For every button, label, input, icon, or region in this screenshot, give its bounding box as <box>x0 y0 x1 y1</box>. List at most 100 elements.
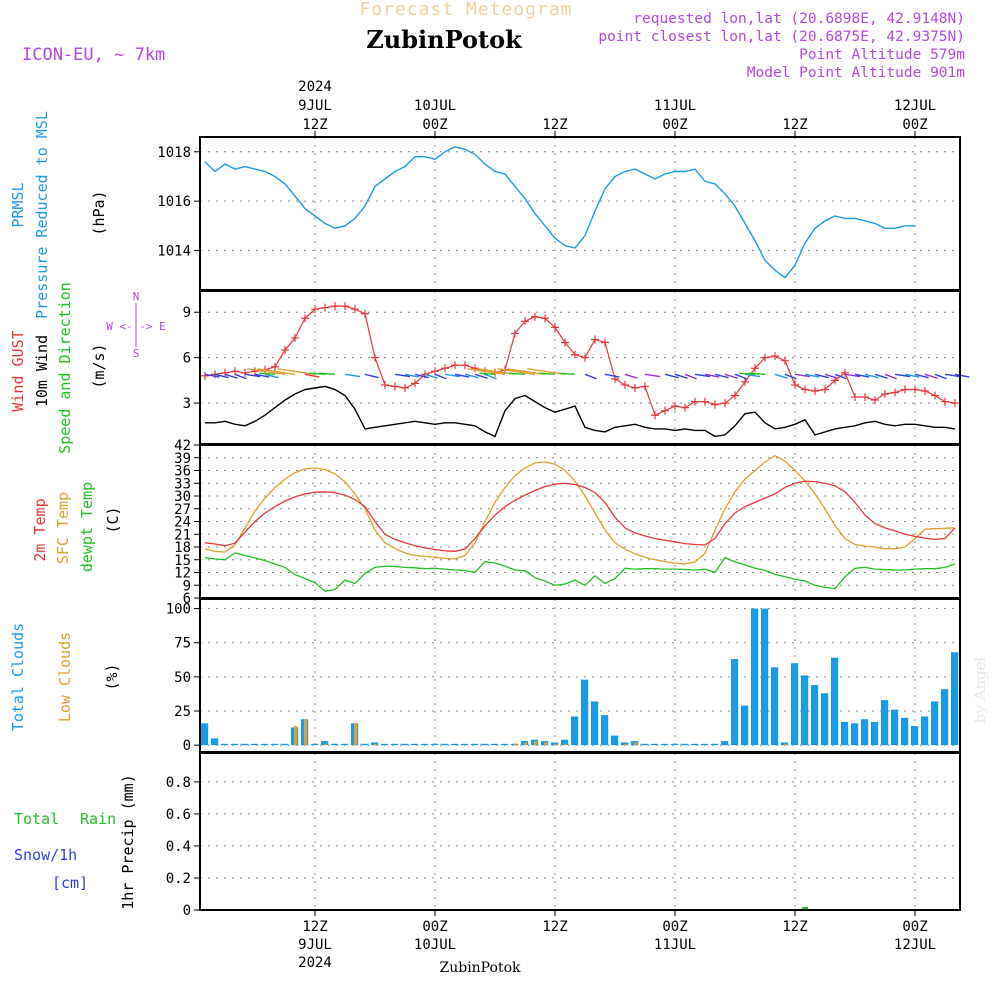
pressure-unit: (hPa) <box>90 190 108 235</box>
total-cloud-bar <box>401 743 409 746</box>
gust-marker <box>581 353 589 362</box>
total-cloud-bar <box>601 715 609 746</box>
low-cloud-bar <box>784 743 788 746</box>
gust-marker <box>461 361 469 370</box>
wind-direction-arrow <box>604 373 620 378</box>
y-tick-label: 9 <box>183 305 191 321</box>
wind-direction-arrow <box>804 373 820 378</box>
clouds-unit: (%) <box>103 663 121 690</box>
low-cloud-bar <box>544 742 548 746</box>
wind-direction-arrow <box>319 372 336 376</box>
y-tick-label: 6 <box>183 591 191 607</box>
gust-marker <box>951 399 959 408</box>
wind-direction-arrow <box>744 373 761 378</box>
compass-south: S <box>133 347 140 360</box>
gust-marker <box>881 390 889 399</box>
wind-direction-arrow <box>694 373 711 378</box>
wind-direction-arrow <box>739 372 756 376</box>
total-cloud-bar <box>231 743 239 746</box>
y-tick-label: 100 <box>166 602 191 618</box>
wind-direction-arrow <box>477 368 516 376</box>
pressure-label-msl: Pressure Reduced to MSL <box>33 111 51 319</box>
total-clouds-label: Total Clouds <box>9 623 27 731</box>
total-cloud-bar <box>811 685 819 746</box>
precip-cm-label: [cm] <box>52 874 88 892</box>
point-altitude: Point Altitude 579m <box>799 47 965 63</box>
total-cloud-bar <box>411 743 419 746</box>
total-cloud-bar <box>791 663 799 746</box>
temp2m-label: 2m Temp <box>31 498 49 561</box>
meteogram-title: Forecast Meteogram <box>359 0 572 20</box>
total-cloud-bar <box>831 657 839 746</box>
total-cloud-bar <box>821 693 829 746</box>
gust-marker <box>201 371 209 380</box>
panel-frame <box>199 290 961 445</box>
gust-marker <box>561 338 569 347</box>
wind-direction-arrow <box>539 372 556 376</box>
gust-marker <box>761 353 769 362</box>
total-cloud-bar <box>571 716 579 746</box>
wind-direction-arrow <box>344 373 361 378</box>
gust-marker <box>241 368 249 377</box>
low-cloud-bar <box>304 719 308 746</box>
y-tick-label: 24 <box>174 515 191 531</box>
wind-direction-arrow <box>874 373 888 379</box>
total-cloud-bar <box>611 735 619 746</box>
total-cloud-bar <box>221 743 229 746</box>
wind-gust-line <box>204 305 956 417</box>
total-cloud-bar <box>681 743 689 746</box>
low-cloud-bar <box>514 743 518 746</box>
wind-direction-arrow <box>584 373 597 380</box>
gust-marker <box>281 346 289 355</box>
gust-marker <box>511 329 519 338</box>
total-cloud-bar <box>321 741 329 746</box>
gust-marker <box>571 350 579 359</box>
time-label-bottom: 12Z <box>542 919 567 935</box>
gust-marker <box>841 368 849 377</box>
time-label-top: 00Z <box>422 117 447 133</box>
gust-marker <box>381 380 389 389</box>
total-cloud-bar <box>481 743 489 746</box>
total-cloud-bar <box>841 721 849 746</box>
temp-unit: (C) <box>104 506 122 533</box>
low-cloud-bar <box>294 726 298 746</box>
precip-unit: 1hr Precip (mm) <box>119 774 137 909</box>
gust-marker <box>731 391 739 400</box>
wind-direction-arrow <box>934 373 947 380</box>
wind-direction-arrow <box>507 368 546 376</box>
low-clouds-label: Low Clouds <box>56 632 74 722</box>
total-cloud-bar <box>641 743 649 746</box>
wind-direction-arrow <box>844 373 861 378</box>
wind-direction-arrow <box>794 373 811 378</box>
total-cloud-bar <box>271 743 279 746</box>
time-label-bottom: 12Z <box>302 919 327 935</box>
wind-direction-arrow <box>444 373 461 378</box>
total-cloud-bar <box>491 743 499 746</box>
total-cloud-bar <box>461 743 469 746</box>
gust-marker <box>291 333 299 342</box>
wind-direction-arrow <box>254 373 270 378</box>
time-label-bottom: 00Z <box>902 919 927 935</box>
location-title: ZubinPotok <box>366 25 523 54</box>
wind-direction-arrow <box>749 372 766 376</box>
total-cloud-bar <box>731 659 739 746</box>
y-tick-label: 9 <box>183 578 191 594</box>
gust-marker <box>791 380 799 389</box>
low-cloud-bar <box>534 741 538 746</box>
dewpt-temp-line <box>204 552 956 592</box>
wind-direction-arrow <box>774 373 788 379</box>
total-cloud-bar <box>921 716 929 746</box>
wind-direction-arrow <box>784 373 797 380</box>
total-cloud-bar <box>861 719 869 746</box>
time-label-top: 00Z <box>902 117 927 133</box>
y-tick-label: 0.2 <box>166 871 191 887</box>
gust-marker <box>271 362 279 371</box>
wind-direction-arrow <box>204 373 220 378</box>
total-cloud-bar <box>341 743 349 746</box>
gust-marker <box>911 385 919 394</box>
wind-direction-arrow <box>467 368 506 376</box>
total-cloud-bar <box>241 743 249 746</box>
precip-total-label: Total <box>14 810 59 828</box>
time-label-top: 10JUL <box>414 98 456 114</box>
